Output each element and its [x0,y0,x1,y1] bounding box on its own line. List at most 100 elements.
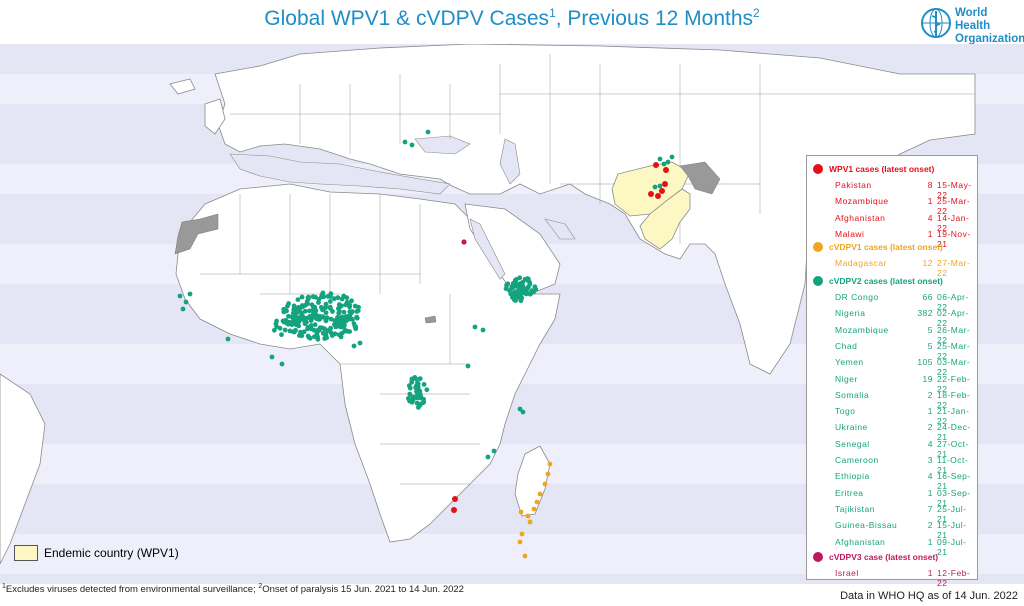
land-europe-asia [214,44,976,375]
legend-country: Pakistan [835,180,872,190]
case-dot-cvdpv1 [537,491,543,497]
case-dots [177,129,675,559]
legend-date: 25-Jul-21 [937,503,967,524]
legend-dot-icon [813,242,823,252]
case-dot-cvdpv2 [342,328,348,334]
case-dot-cvdpv2 [296,323,302,329]
legend-count: 2 [927,389,933,400]
case-dot-cvdpv2 [409,377,415,382]
case-dot-cvdpv2 [307,313,313,319]
land-iceland [169,78,196,95]
legend-row-cvdpv2: Tajikistan 7 25-Jul-21 [835,503,975,524]
legend-date: 27-Oct-21 [937,438,969,459]
legend-header-cvdpv1: cVDPV1 cases (latest onset) [813,242,943,252]
legend-row-cvdpv2: Guinea-Bissau 2 15-Jul-21 [835,520,975,540]
case-dot-cvdpv2 [425,129,431,135]
case-dot-cvdpv2 [485,454,491,460]
case-dot-cvdpv1 [519,531,525,537]
legend-date: 03-Mar-22 [937,357,971,378]
case-dot-wpv1 [659,188,665,194]
case-dot-cvdpv2 [315,336,321,342]
country-borders [200,54,975,485]
legend-count: 7 [927,503,933,514]
endemic-label: Endemic country (WPV1) [44,546,179,560]
case-dot-cvdpv2 [406,396,411,401]
case-dot-cvdpv2 [415,395,421,401]
case-dot-cvdpv1 [547,461,553,467]
legend-count: 1 [927,487,933,498]
case-dot-cvdpv2 [305,333,311,339]
case-dot-cvdpv2 [187,291,193,297]
case-dot-cvdpv2 [269,354,275,360]
legend-country: Senegal [835,438,870,449]
land-madagascar [514,445,551,517]
case-dot-cvdpv2 [312,322,318,328]
legend-count: 1 [927,568,933,578]
case-dot-cvdpv2 [299,294,305,300]
data-as-of: Data in WHO HQ as of 14 Jun. 2022 [840,590,1018,602]
legend-date: 06-Apr-22 [937,292,969,312]
case-dot-cvdpv2 [307,308,312,314]
legend-country: Tajikistan [835,503,875,514]
case-dot-cvdpv2 [339,296,345,302]
legend-country: Malawi [835,228,865,239]
legend-country: Cameroon [835,455,879,465]
seas [229,135,576,280]
case-dot-cvdpv2 [336,302,342,307]
legend-country: Afghanistan [835,212,886,223]
legend-panel: WPV1 cases (latest onset) Pakistan 8 15-May… [806,155,978,588]
case-dot-cvdpv2 [327,299,333,304]
case-dot-wpv1 [648,191,654,197]
legend-row-cvdpv2: Eritrea 1 03-Sep-21 [835,487,975,508]
case-dot-cvdpv2 [305,295,311,301]
legend-row-wpv1: Malawi 1 19-Nov-21 [835,228,975,249]
case-dot-cvdpv2 [314,331,320,337]
legend-country: Afghanistan [835,536,886,547]
legend-row-cvdpv2: Mozambique 5 26-Mar-22 [835,324,975,345]
legend-row-cvdpv2: Afghanistan 1 09-Jul-21 [835,536,975,557]
case-dot-cvdpv2 [319,325,325,331]
case-dot-cvdpv2 [320,290,326,296]
case-dot-cvdpv2 [523,288,529,294]
legend-count: 19 [922,373,933,384]
case-dot-cvdpv2 [351,343,357,349]
case-dot-cvdpv1 [522,553,528,559]
case-dot-cvdpv2 [669,154,675,160]
map-title: Global WPV1 & cVDPV Cases1, Previous 12 … [264,6,760,30]
case-dot-cvdpv2 [415,404,421,410]
case-dot-cvdpv2 [513,283,519,289]
case-dot-cvdpv2 [300,316,305,322]
legend-count: 3 [927,455,933,465]
legend-date: 11-Oct-21 [937,455,969,475]
case-dot-cvdpv2 [329,333,335,338]
legend-count: 4 [927,471,933,482]
case-dot-cvdpv2 [661,161,667,167]
caspian-sea [499,138,521,185]
case-dot-cvdpv2 [287,328,293,334]
legend-country: Chad [835,340,858,351]
mediterranean-sea [229,153,451,195]
legend-date: 02-Apr-22 [937,308,969,329]
case-dot-cvdpv2 [324,315,330,321]
legend-date: 15-Jul-21 [937,520,967,541]
legend-country: DR Congo [835,292,879,302]
case-dot-cvdpv2 [665,159,671,165]
legend-count: 5 [927,324,933,335]
case-dot-cvdpv2 [424,387,430,393]
case-dot-cvdpv2 [342,322,347,328]
case-dot-cvdpv2 [352,303,358,309]
case-dot-cvdpv2 [328,316,334,322]
who-org-name: World Health Organization [955,7,1024,45]
case-dot-cvdpv2 [508,291,514,297]
case-dot-cvdpv2 [349,298,354,304]
legend-header-label: cVDPV3 case (latest onset) [829,552,939,562]
legend-country: Nigeria [835,308,866,319]
case-dot-cvdpv2 [180,306,186,312]
case-dot-cvdpv1 [534,499,540,505]
case-dot-cvdpv2 [525,276,531,282]
case-dot-cvdpv2 [421,382,427,387]
case-dot-cvdpv2 [652,184,658,190]
case-dot-cvdpv1 [545,471,551,477]
case-dot-cvdpv2 [347,329,353,335]
kashmir [679,161,721,195]
